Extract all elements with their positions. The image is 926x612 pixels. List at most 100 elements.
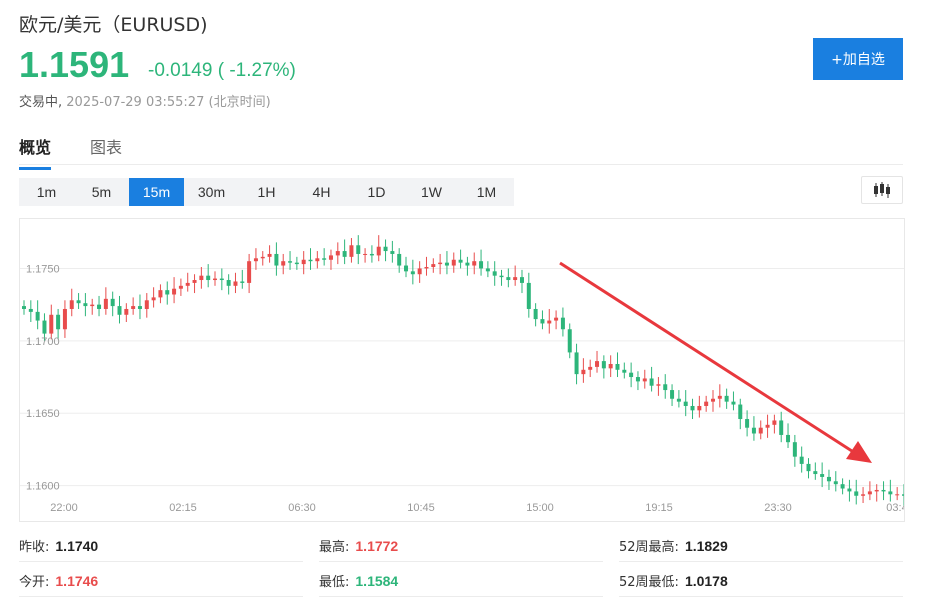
candle-body [465, 262, 470, 266]
candle-body [574, 352, 579, 375]
candle-body [451, 259, 456, 266]
candle-body [165, 290, 170, 295]
candle-body [90, 304, 95, 307]
stat-value: 1.1584 [355, 573, 399, 589]
candle-body [519, 277, 524, 283]
candle-body [670, 390, 675, 399]
stat-low: 最低: 1.1584 [319, 565, 603, 597]
candle-body [206, 275, 211, 281]
candle-body [219, 278, 224, 281]
candle-body [540, 319, 545, 324]
price-chart[interactable]: 1.1750 1.1700 1.1650 1.1600 22:00 02:15 06:30 1… [19, 218, 905, 522]
candle-body [697, 405, 702, 411]
tab-overview[interactable]: 概览 [19, 134, 52, 170]
candle-body [635, 377, 640, 382]
candlestick-chart: 1.1750 1.1700 1.1650 1.1600 22:00 02:15 06:30 1… [20, 235, 905, 514]
candle-body [458, 259, 463, 263]
candle-body [472, 261, 477, 266]
candle-body [622, 369, 627, 373]
candle-body [328, 255, 333, 260]
stat-value: 1.1772 [355, 538, 399, 554]
candle-body [226, 280, 231, 286]
candle-body [158, 290, 163, 298]
timeframe-30m[interactable]: 30m [197, 184, 226, 200]
candle-body [103, 298, 108, 309]
timeframe-1w[interactable]: 1W [421, 184, 442, 200]
candle-body [192, 280, 197, 283]
y-tick-label: 1.1600 [26, 481, 60, 493]
candle-body [342, 251, 347, 257]
stat-label: 昨收: [19, 540, 50, 555]
timeframe-1m[interactable]: 1m [36, 184, 57, 200]
candle-body [383, 246, 388, 252]
candle-body [492, 271, 497, 276]
candle-body [376, 246, 381, 256]
timeframe-1mo[interactable]: 1M [476, 184, 497, 200]
x-tick-label: 23:30 [764, 502, 792, 514]
timeframe-4h[interactable]: 4H [312, 184, 331, 200]
candle-body [560, 317, 565, 330]
stat-label: 52周最低: [619, 575, 679, 590]
downtrend-arrow [559, 261, 872, 463]
candle-body [185, 282, 190, 286]
candle-body [867, 491, 872, 495]
candle-body [404, 265, 409, 272]
candle-body [151, 297, 156, 301]
chart-type-button[interactable] [861, 176, 903, 204]
candle-body [690, 405, 695, 411]
candle-body [629, 372, 634, 378]
timeframe-1d[interactable]: 1D [367, 184, 386, 200]
candle-body [267, 253, 272, 257]
stat-value: 1.1740 [55, 538, 99, 554]
stat-label: 最高: [319, 540, 350, 555]
stat-label: 52周最高: [619, 540, 679, 555]
timeframe-15m[interactable]: 15m [129, 178, 184, 206]
trading-status: 交易中, [19, 95, 63, 110]
candle-body [281, 261, 286, 266]
candle-body [547, 320, 552, 324]
timeframe-5m[interactable]: 5m [91, 184, 112, 200]
candle-body [35, 311, 40, 321]
candle-body [724, 395, 729, 402]
candle-body [349, 245, 354, 257]
arrow-shaft [559, 261, 856, 455]
candle-body [704, 401, 709, 406]
candle-body [595, 361, 600, 367]
candle-body [335, 251, 340, 256]
candle-body [663, 384, 668, 391]
y-tick-label: 1.1750 [26, 263, 60, 275]
candle-body [847, 488, 852, 492]
candle-body [799, 456, 804, 464]
stat-52w-low: 52周最低: 1.0178 [619, 565, 903, 597]
candle-body [424, 266, 429, 269]
y-tick-label: 1.1700 [26, 336, 60, 348]
candle-body [738, 404, 743, 420]
arrow-head [846, 441, 872, 463]
x-tick-label: 22:00 [50, 502, 78, 514]
candle-body [56, 314, 61, 330]
candle-body [840, 484, 845, 489]
candle-body [813, 471, 818, 475]
candle-body [526, 282, 531, 309]
candle-body [792, 442, 797, 457]
candle-body [369, 253, 374, 256]
candle-body [42, 320, 47, 334]
x-tick-label: 03:4 [886, 502, 905, 514]
candle-body [642, 378, 647, 382]
candle-body [410, 271, 415, 275]
candle-body [315, 258, 320, 262]
tab-chart[interactable]: 图表 [90, 138, 123, 157]
candle-body [69, 300, 74, 309]
add-watchlist-button[interactable]: +加自选 [813, 38, 903, 80]
candle-body [49, 314, 54, 334]
candle-body [301, 259, 306, 265]
candle-body [902, 494, 904, 496]
tab-bar: 概览 图表 [19, 130, 903, 170]
x-tick-label: 02:15 [169, 502, 197, 514]
candle-body [649, 378, 654, 386]
stat-label: 最低: [319, 575, 350, 590]
x-tick-label: 19:15 [645, 502, 673, 514]
candle-body [717, 395, 722, 399]
candle-body [308, 259, 313, 262]
timeframe-1h[interactable]: 1H [257, 184, 276, 200]
